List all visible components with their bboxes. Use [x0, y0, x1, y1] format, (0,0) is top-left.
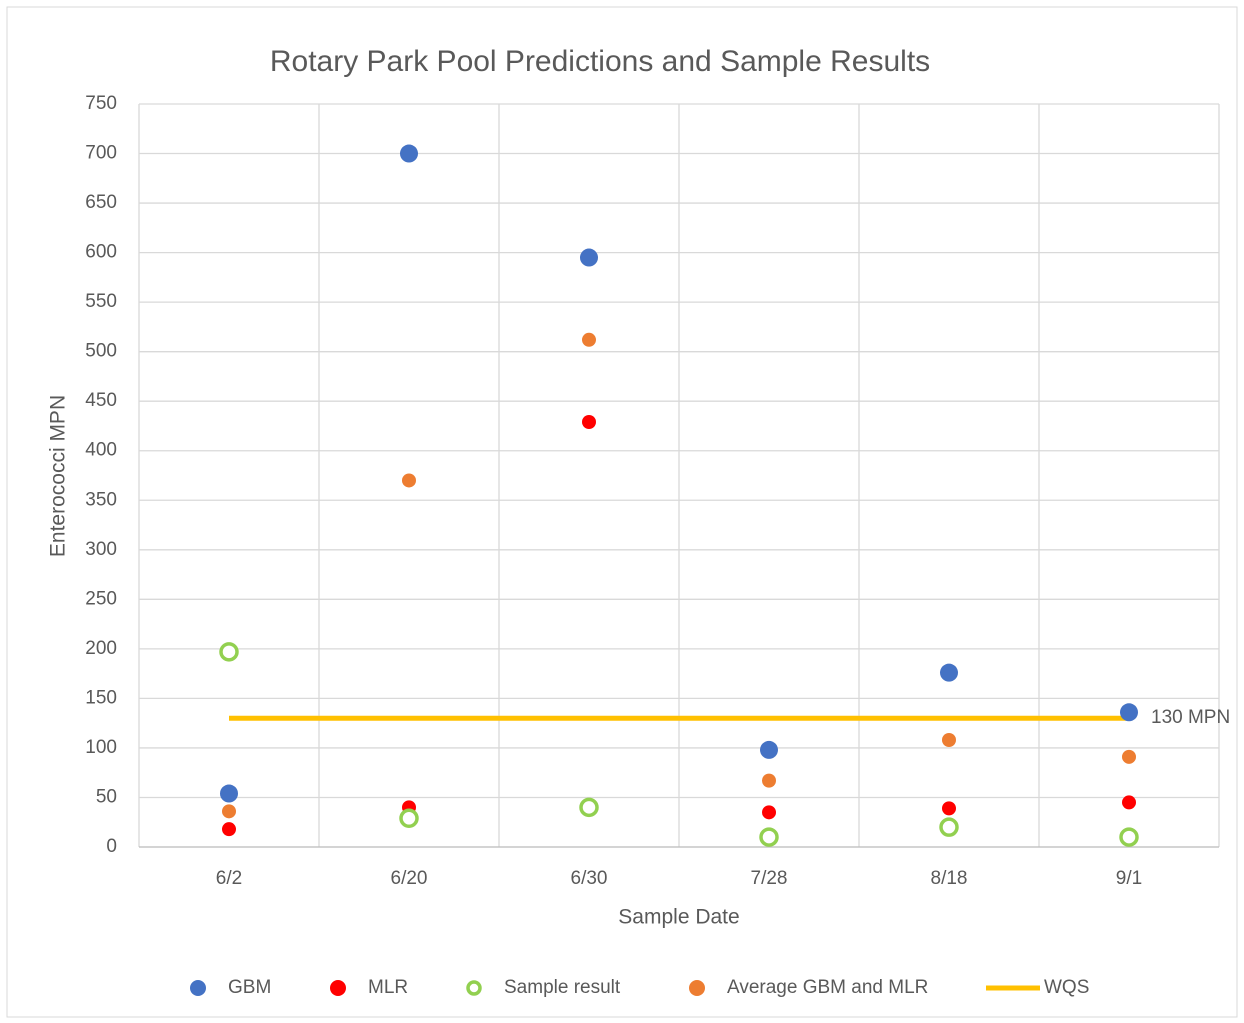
x-tick-label: 6/30 [571, 868, 608, 889]
point [760, 740, 778, 759]
y-tick-label: 200 [85, 638, 117, 659]
threshold-annotation: 130 MPN [1151, 707, 1230, 728]
legend-swatch [466, 980, 482, 996]
y-tick-label: 0 [106, 836, 117, 857]
point [762, 773, 776, 788]
y-tick-label: 300 [85, 539, 117, 560]
legend-swatch [689, 980, 705, 996]
legend-label: GBM [228, 977, 271, 998]
y-tick-label: 600 [85, 242, 117, 263]
x-tick-label: 6/20 [391, 868, 428, 889]
y-tick-label: 650 [85, 192, 117, 213]
x-tick-label: 6/2 [216, 868, 242, 889]
point [940, 663, 958, 682]
point [939, 817, 959, 837]
y-tick-label: 550 [85, 291, 117, 312]
point [1122, 795, 1136, 810]
point [582, 332, 596, 347]
y-tick-label: 350 [85, 489, 117, 510]
point [400, 144, 418, 163]
y-tick-label: 100 [85, 737, 117, 758]
legend-swatch [330, 980, 346, 996]
y-tick-label: 750 [85, 93, 117, 114]
x-axis-title: Sample Date [618, 906, 739, 929]
chart-border [6, 6, 1238, 1018]
point [1120, 703, 1138, 722]
x-tick-label: 7/28 [751, 868, 788, 889]
y-tick-label: 250 [85, 588, 117, 609]
legend-label: Average GBM and MLR [727, 977, 928, 998]
y-tick-label: 500 [85, 341, 117, 362]
point [942, 801, 956, 816]
x-tick-label: 8/18 [931, 868, 968, 889]
point [579, 797, 599, 818]
y-tick-label: 450 [85, 390, 117, 411]
point [219, 642, 239, 662]
legend-label: MLR [368, 977, 408, 998]
y-tick-label: 700 [85, 143, 117, 164]
point [762, 805, 776, 820]
legend-label: Sample result [504, 977, 621, 998]
y-tick-label: 150 [85, 687, 117, 708]
point [1119, 827, 1139, 847]
point [1122, 749, 1136, 764]
point [220, 784, 238, 803]
point [222, 822, 236, 837]
legend-label: WQS [1044, 977, 1089, 998]
x-tick-label: 9/1 [1116, 868, 1142, 889]
point [580, 248, 598, 267]
legend-swatch [190, 980, 206, 996]
point [582, 415, 596, 430]
chart-title: Rotary Park Pool Predictions and Sample … [270, 45, 930, 78]
y-tick-label: 400 [85, 440, 117, 461]
point [399, 808, 419, 829]
point [942, 733, 956, 748]
point [222, 804, 236, 819]
y-tick-label: 50 [96, 786, 117, 807]
y-axis-title: Enterococci MPN [47, 395, 70, 557]
point [402, 473, 416, 488]
point [759, 827, 779, 847]
